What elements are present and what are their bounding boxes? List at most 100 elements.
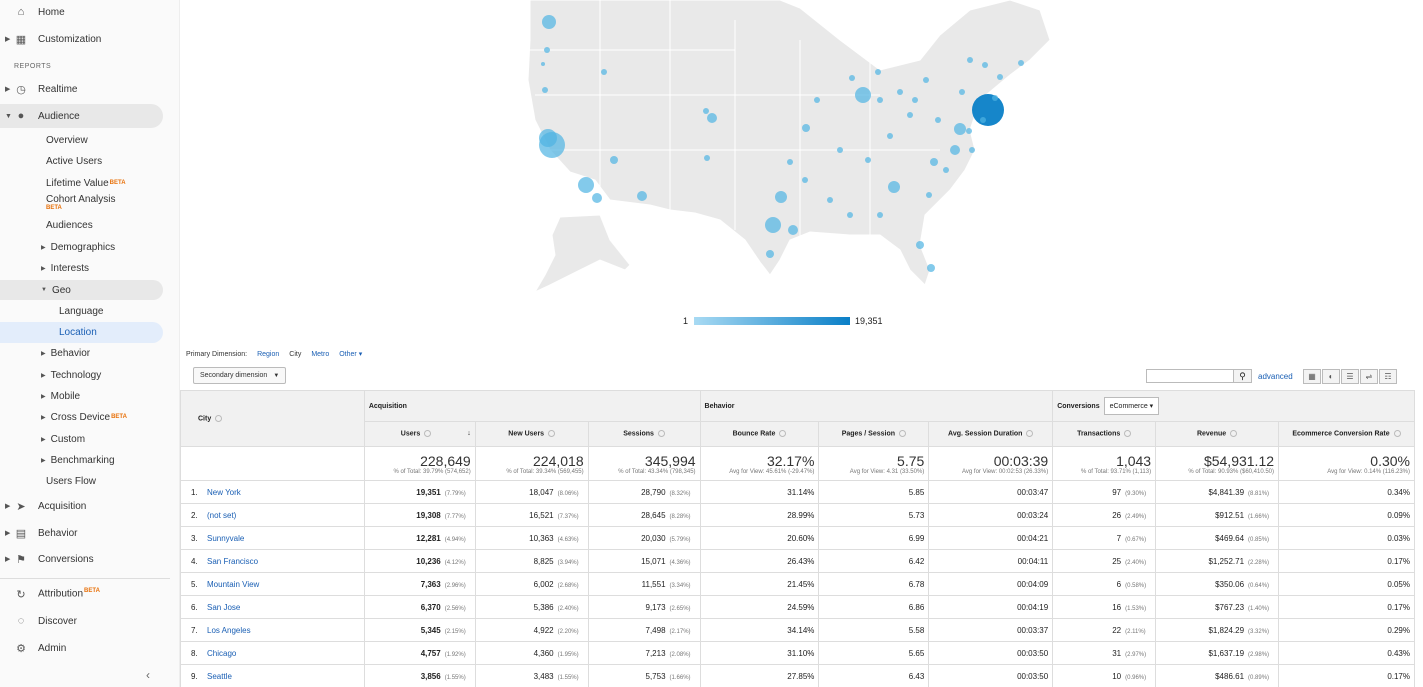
- city-bubble[interactable]: [923, 77, 929, 83]
- sort-desc-icon[interactable]: ↓: [467, 430, 471, 438]
- sidebar-item-mobile[interactable]: ▶ Mobile: [41, 386, 80, 406]
- sidebar-item-overview[interactable]: Overview: [46, 130, 88, 150]
- sidebar-item-custom[interactable]: ▶ Custom: [41, 429, 85, 449]
- help-icon[interactable]: [1124, 430, 1132, 438]
- col-header-conversion-rate[interactable]: Ecommerce Conversion Rate: [1278, 421, 1415, 447]
- col-header-avg-duration[interactable]: Avg. Session Duration: [928, 421, 1054, 447]
- city-bubble[interactable]: [707, 113, 717, 123]
- col-header-users[interactable]: Users ↓: [363, 421, 476, 447]
- pie-view-icon[interactable]: ◐: [1322, 369, 1340, 384]
- help-icon[interactable]: [899, 430, 907, 438]
- city-bubble[interactable]: [592, 193, 602, 203]
- sidebar-item-behavior-sub[interactable]: ▶ Behavior: [41, 343, 90, 363]
- city-bubble[interactable]: [788, 225, 798, 235]
- city-link[interactable]: New York: [207, 487, 241, 497]
- col-header-bounce-rate[interactable]: Bounce Rate: [699, 421, 820, 447]
- sidebar-item-benchmarking[interactable]: ▶ Benchmarking: [41, 450, 115, 470]
- city-bubble[interactable]: [766, 250, 774, 258]
- city-bubble[interactable]: [637, 191, 647, 201]
- city-bubble[interactable]: [888, 181, 900, 193]
- city-bubble[interactable]: [877, 212, 883, 218]
- city-bubble[interactable]: [943, 167, 949, 173]
- city-bubble[interactable]: [897, 89, 903, 95]
- city-bubble[interactable]: [704, 155, 710, 161]
- city-bubble[interactable]: [542, 15, 556, 29]
- city-bubble[interactable]: [837, 147, 843, 153]
- sidebar-item-location[interactable]: Location: [59, 322, 97, 342]
- city-link[interactable]: San Francisco: [207, 556, 259, 566]
- sidebar-item-language[interactable]: Language: [59, 301, 104, 321]
- city-bubble[interactable]: [972, 94, 1004, 126]
- city-bubble[interactable]: [997, 74, 1003, 80]
- sidebar-item-cohort-analysis[interactable]: Cohort Analysis BETA: [46, 191, 115, 215]
- help-icon[interactable]: [215, 414, 223, 422]
- collapse-sidebar-icon[interactable]: ‹: [146, 668, 150, 682]
- sidebar-item-active-users[interactable]: Active Users: [46, 151, 102, 171]
- city-bubble[interactable]: [814, 97, 820, 103]
- city-bubble[interactable]: [877, 97, 883, 103]
- city-link[interactable]: Mountain View: [207, 579, 260, 589]
- city-bubble[interactable]: [765, 217, 781, 233]
- city-column-header[interactable]: City: [180, 390, 365, 447]
- col-header-revenue[interactable]: Revenue: [1155, 421, 1280, 447]
- advanced-filter-link[interactable]: advanced: [1258, 372, 1293, 381]
- help-icon[interactable]: [548, 430, 556, 438]
- city-bubble[interactable]: [967, 57, 973, 63]
- city-bubble[interactable]: [703, 108, 709, 114]
- city-bubble[interactable]: [907, 112, 913, 118]
- city-link[interactable]: (not set): [207, 510, 237, 520]
- city-link[interactable]: San Jose: [207, 602, 241, 612]
- sidebar-item-demographics[interactable]: ▶ Demographics: [41, 237, 115, 257]
- sidebar-item-users-flow[interactable]: Users Flow: [46, 471, 96, 491]
- city-bubble[interactable]: [542, 87, 548, 93]
- city-bubble[interactable]: [912, 97, 918, 103]
- pivot-view-icon[interactable]: ☶: [1379, 369, 1397, 384]
- sidebar-item-interests[interactable]: ▶ Interests: [41, 258, 89, 278]
- dimension-region-link[interactable]: Region: [257, 350, 280, 358]
- sidebar-item-audiences[interactable]: Audiences: [46, 215, 93, 235]
- city-bubble[interactable]: [544, 47, 550, 53]
- dimension-city-selected[interactable]: City: [289, 350, 302, 358]
- city-bubble[interactable]: [954, 123, 966, 135]
- city-bubble[interactable]: [916, 241, 924, 249]
- help-icon[interactable]: [779, 430, 787, 438]
- col-header-pages-session[interactable]: Pages / Session: [818, 421, 930, 447]
- col-header-transactions[interactable]: Transactions: [1052, 421, 1157, 447]
- city-bubble[interactable]: [855, 87, 871, 103]
- city-bubble[interactable]: [935, 117, 941, 123]
- city-bubble[interactable]: [847, 212, 853, 218]
- dimension-metro-link[interactable]: Metro: [311, 350, 330, 358]
- city-bubble[interactable]: [982, 62, 988, 68]
- city-bubble[interactable]: [930, 158, 938, 166]
- comparison-view-icon[interactable]: ⇌: [1360, 369, 1378, 384]
- city-bubble[interactable]: [887, 133, 893, 139]
- search-icon[interactable]: ⚲: [1233, 369, 1252, 383]
- city-bubble[interactable]: [969, 147, 975, 153]
- dimension-other-dropdown[interactable]: Other ▾: [339, 351, 363, 358]
- city-bubble[interactable]: [541, 62, 545, 66]
- city-bubble[interactable]: [927, 264, 935, 272]
- city-bubble[interactable]: [950, 145, 960, 155]
- city-bubble[interactable]: [610, 156, 618, 164]
- table-view-icon[interactable]: ▦: [1303, 369, 1321, 384]
- city-bubble[interactable]: [865, 157, 871, 163]
- city-bubble[interactable]: [601, 69, 607, 75]
- secondary-dimension-dropdown[interactable]: Secondary dimension ▼: [193, 367, 286, 384]
- city-bubble[interactable]: [802, 124, 810, 132]
- city-bubble[interactable]: [959, 89, 965, 95]
- help-icon[interactable]: [657, 430, 665, 438]
- city-bubble[interactable]: [578, 177, 594, 193]
- city-bubble[interactable]: [926, 192, 932, 198]
- city-bubble[interactable]: [539, 129, 557, 147]
- sidebar-item-technology[interactable]: ▶ Technology: [41, 365, 101, 385]
- city-link[interactable]: Chicago: [207, 648, 237, 658]
- city-bubble[interactable]: [775, 191, 787, 203]
- city-link[interactable]: Seattle: [207, 671, 232, 681]
- help-icon[interactable]: [1230, 430, 1238, 438]
- col-header-sessions[interactable]: Sessions: [587, 421, 701, 447]
- city-bubble[interactable]: [980, 117, 986, 123]
- help-icon[interactable]: [1393, 430, 1401, 438]
- sidebar-item-lifetime-value[interactable]: Lifetime Value BETA: [46, 173, 126, 193]
- help-icon[interactable]: [424, 430, 432, 438]
- sidebar-item-cross-device[interactable]: ▶ Cross Device BETA: [41, 407, 127, 427]
